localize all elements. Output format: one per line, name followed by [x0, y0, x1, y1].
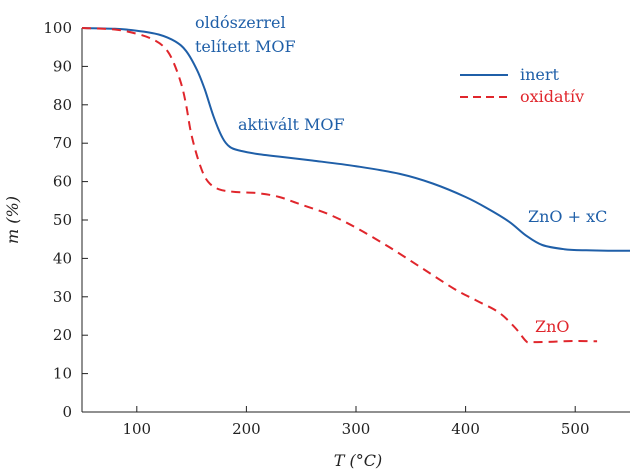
x-tick-label-100: 100	[122, 420, 151, 438]
series-layer	[81, 27, 631, 344]
x-axis-title: T (°C)	[334, 451, 382, 470]
y-tick-label-40: 40	[53, 249, 72, 267]
y-tick-label-100: 100	[43, 19, 72, 37]
y-tick-label-70: 70	[53, 134, 72, 152]
x-tick-label-400: 400	[451, 420, 480, 438]
annotation-zno-xc: ZnO + xC	[528, 207, 607, 226]
y-axis-title: m (%)	[3, 196, 22, 244]
x-tick-label-300: 300	[342, 420, 371, 438]
y-tick-label-80: 80	[53, 96, 72, 114]
y-tick-label-20: 20	[53, 326, 72, 344]
y-tick-label-30: 30	[53, 288, 72, 306]
y-tick-label-0: 0	[62, 403, 72, 421]
y-tick-label-50: 50	[53, 211, 72, 229]
legend-label-inert: inert	[520, 65, 560, 84]
x-tick-label-200: 200	[232, 420, 261, 438]
annotation-zno: ZnO	[535, 317, 570, 336]
y-tick-label-90: 90	[53, 57, 72, 75]
legend-label-oxidativ: oxidatív	[520, 87, 584, 106]
x-tick-label-500: 500	[561, 420, 590, 438]
axis-ticks: 0 10 20 30 40 50 60 70 80 90 100 100 200 300 400 500	[43, 19, 589, 438]
annotation-oldoszerrel: oldószerrel	[195, 13, 286, 32]
y-tick-label-60: 60	[53, 173, 72, 191]
annotation-aktivalt-mof: aktivált MOF	[238, 115, 345, 134]
series-line-oxidativ	[81, 27, 598, 344]
annotation-telitett-mof: telített MOF	[195, 37, 296, 56]
legend: inert oxidatív	[460, 65, 584, 106]
series-line-inert	[81, 27, 631, 252]
y-tick-label-10: 10	[53, 365, 72, 383]
